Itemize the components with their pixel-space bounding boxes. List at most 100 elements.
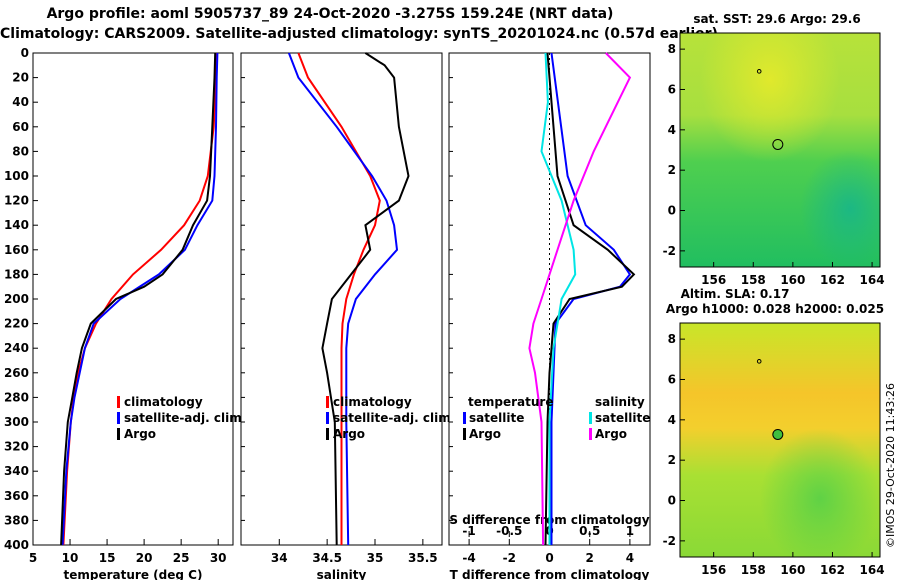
legend-swatch: [589, 428, 592, 440]
y-ticklabel: 400: [4, 538, 29, 552]
sdiff-argo-line: [528, 52, 632, 546]
y-ticklabel: 360: [4, 489, 29, 503]
sla-map: 156 158 160 162 164 8 6 4 2 0 -2 Altim. SLA: 0.17Ar…: [663, 287, 885, 577]
argo-float-marker: [772, 138, 784, 150]
map-y-ticklabel: 4: [668, 413, 676, 427]
temperature-panel-frame: [32, 52, 234, 546]
legend-label: Argo: [333, 427, 365, 441]
salinity-satellite-line: [287, 52, 399, 546]
map-x-ticklabel: 164: [860, 273, 885, 287]
legend-swatch: [463, 428, 466, 440]
island-marker: [756, 359, 762, 364]
credit-text: ©IMOS 29-Oct-2020 11:43:26: [884, 382, 897, 548]
map-x-ticklabel: 164: [860, 563, 885, 577]
legend-label: salinity: [595, 395, 645, 409]
legend-label: satellite: [469, 411, 524, 425]
y-ticklabel: 380: [4, 513, 29, 527]
y-ticklabel: 20: [12, 71, 29, 85]
legend-label: climatology: [124, 395, 203, 409]
map-y-ticklabel: 6: [668, 82, 676, 96]
legend-swatch: [463, 412, 466, 424]
tdiff-argo-line: [544, 52, 636, 546]
map-y-ticklabel: 8: [668, 332, 676, 346]
temperature-satellite-line: [61, 52, 219, 546]
y-ticklabel: 0: [21, 46, 29, 60]
map-x-ticklabel: 156: [701, 563, 726, 577]
tdiff-x-ticklabel: 0: [545, 551, 553, 565]
map-y-ticklabel: 6: [668, 372, 676, 386]
map-y-ticklabel: 2: [668, 163, 676, 177]
legend-swatch: [589, 412, 592, 424]
salinity-climatology-line: [297, 52, 381, 545]
map-y-ticklabel: -2: [663, 534, 676, 548]
plot-title-line-2: Climatology: CARS2009. Satellite-adjuste…: [0, 26, 718, 42]
legend-swatch: [117, 412, 120, 424]
legend-swatch: [117, 428, 120, 440]
y-ticklabel: 260: [4, 366, 29, 380]
salinity-argo-line: [321, 52, 410, 546]
y-ticklabel: 160: [4, 243, 29, 257]
legend-label: Argo: [595, 427, 627, 441]
salinity-xlabel: salinity: [317, 568, 367, 580]
legend-label: temperature: [468, 395, 553, 409]
y-ticklabel: 60: [12, 120, 29, 134]
y-ticklabel: 220: [4, 317, 29, 331]
map-x-ticklabel: 162: [820, 273, 845, 287]
salinity-panel: 34 34.5 35 35.5 salinity climatology satellite…: [240, 52, 455, 580]
sla-map-subtitle: Argo h1000: 0.028 h2000: 0.025: [666, 302, 884, 316]
legend-label: Argo: [124, 427, 156, 441]
temperature-x-ticklabel: 5: [29, 551, 37, 565]
salinity-x-ticklabel: 35.5: [408, 551, 438, 565]
y-ticklabel: 320: [4, 440, 29, 454]
difference-panel: -4 -2 0 2 4-1 -0.5 0 0.5 1S difference from clim…: [448, 52, 651, 580]
map-y-ticklabel: 0: [668, 494, 676, 508]
y-ticklabel: 100: [4, 169, 29, 183]
legend-swatch: [326, 412, 329, 424]
tdiff-x-ticklabel: -2: [503, 551, 516, 565]
temperature-xlabel: temperature (deg C): [64, 568, 203, 580]
y-ticklabel: 240: [4, 341, 29, 355]
y-ticklabel: 200: [4, 292, 29, 306]
temperature-x-ticklabel: 20: [136, 551, 153, 565]
tdiff-x-ticklabel: 4: [626, 551, 634, 565]
legend-label: satellite: [595, 411, 650, 425]
y-ticklabel: 40: [12, 95, 29, 109]
sst-map-frame: [679, 32, 881, 268]
sdiff-ticklabel: 0.5: [579, 524, 600, 538]
argo-float-marker: [772, 428, 784, 440]
sst-map: 156 158 160 162 164 8 6 4 2 0 -2 sat. SST: 29.6 Arg…: [663, 12, 885, 287]
temperature-x-ticklabel: 15: [99, 551, 116, 565]
sst-map-overlay: [680, 33, 880, 267]
island-marker: [756, 69, 762, 74]
sdiff-ticklabel: 1: [626, 524, 634, 538]
y-ticklabel: 80: [12, 144, 29, 158]
legend-label: satellite-adj. clim.: [124, 411, 246, 425]
map-y-ticklabel: 4: [668, 123, 676, 137]
sla-map-overlay: [680, 323, 880, 557]
sdiff-ticklabel: -0.5: [496, 524, 522, 538]
legend-label: satellite-adj. clim.: [333, 411, 455, 425]
map-x-ticklabel: 160: [780, 273, 805, 287]
legend-swatch: [117, 396, 120, 408]
legend-swatch: [326, 396, 329, 408]
plot-title-line-1: Argo profile: aoml 5905737_89 24-Oct-202…: [46, 6, 614, 22]
temperature-panel: 0 20 40 60 80 100 120 140 160 180 200 220 240 260 280 3…: [4, 46, 246, 580]
y-ticklabel: 140: [4, 218, 29, 232]
map-y-ticklabel: 0: [668, 204, 676, 218]
y-ticklabel: 300: [4, 415, 29, 429]
salinity-x-ticklabel: 34: [271, 551, 288, 565]
sla-map-frame: [679, 322, 881, 558]
map-x-ticklabel: 158: [741, 273, 766, 287]
y-ticklabel: 120: [4, 194, 29, 208]
temperature-argo-line: [60, 52, 217, 546]
temperature-x-ticklabel: 30: [210, 551, 227, 565]
sla-map-title: Altim. SLA: 0.17: [681, 287, 790, 301]
map-y-ticklabel: 2: [668, 453, 676, 467]
map-x-ticklabel: 156: [701, 273, 726, 287]
legend-label: climatology: [333, 395, 412, 409]
temperature-x-ticklabel: 25: [173, 551, 190, 565]
map-y-ticklabel: -2: [663, 244, 676, 258]
legend-label: Argo: [469, 427, 501, 441]
map-x-ticklabel: 160: [780, 563, 805, 577]
